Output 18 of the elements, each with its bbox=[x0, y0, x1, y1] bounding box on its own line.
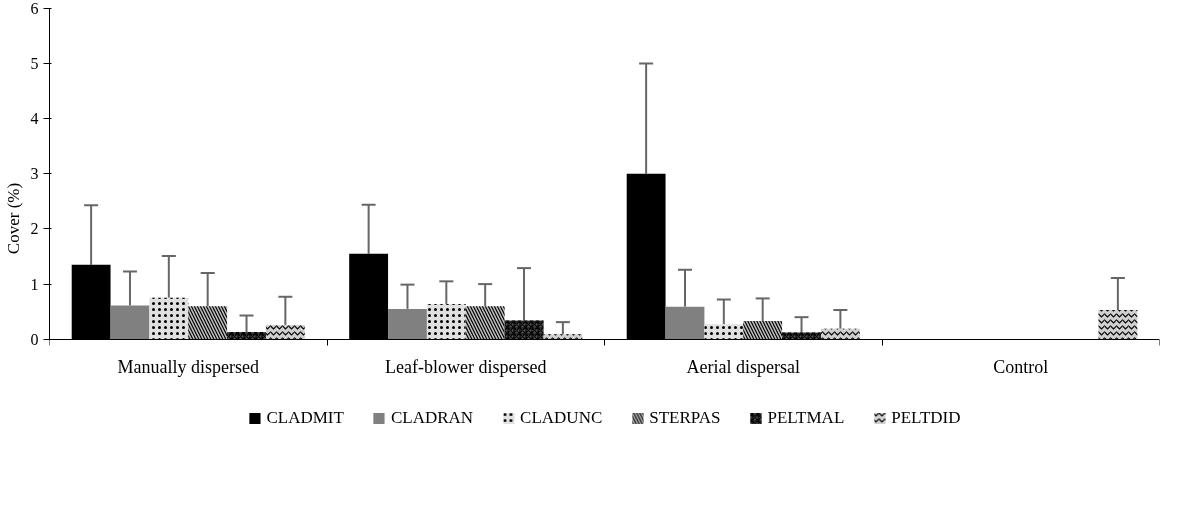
y-axis-title: Cover (%) bbox=[3, 182, 23, 255]
y-tick-label: 2 bbox=[30, 220, 39, 238]
legend-label: CLADRAN bbox=[390, 408, 474, 428]
y-tick-label: 6 bbox=[30, 0, 39, 17]
x-tick-label: Leaf-blower dispersed bbox=[385, 357, 547, 378]
y-tick-label: 3 bbox=[30, 165, 39, 183]
legend-label: CLADUNC bbox=[520, 408, 603, 428]
legend-label: CLADMIT bbox=[266, 408, 344, 428]
x-tick-label: Aerial dispersal bbox=[686, 357, 800, 378]
y-tick-label: 0 bbox=[30, 330, 39, 348]
legend-label: PELTMAL bbox=[767, 408, 845, 428]
y-tick-label: 5 bbox=[30, 55, 39, 73]
legend-label: STERPAS bbox=[649, 408, 721, 428]
x-tick-label: Control bbox=[993, 357, 1049, 378]
legend-label: PELTDID bbox=[891, 408, 961, 428]
y-tick-label: 1 bbox=[30, 275, 39, 293]
x-tick-label: Manually dispersed bbox=[117, 357, 259, 378]
y-tick-label: 4 bbox=[30, 110, 39, 128]
